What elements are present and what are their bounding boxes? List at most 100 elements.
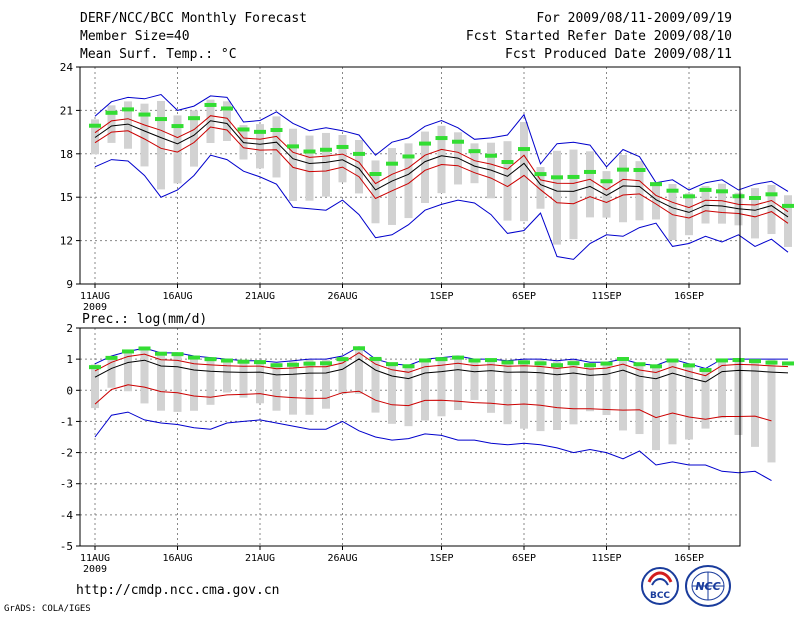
prec-xtick-label: 6SEP (512, 553, 536, 564)
temp-spread-bar (503, 141, 512, 221)
temp-obs-mark (320, 147, 332, 152)
temp-ytick-label: 24 (60, 61, 74, 74)
temp-obs-mark (633, 167, 646, 172)
prec-ytick-label: 0 (66, 384, 73, 397)
temp-obs-mark (138, 112, 151, 117)
temp-spread-bar (404, 143, 413, 219)
prec-spread-bar (487, 359, 495, 413)
temp-obs-mark (485, 153, 497, 158)
temp-obs-mark (419, 141, 431, 146)
temp-obs-mark (617, 167, 629, 172)
temp-frame (79, 66, 741, 285)
prec-spread-bar (569, 359, 578, 425)
prec-obs-mark (732, 358, 745, 363)
prec-obs-mark (435, 357, 448, 362)
temp-obs-mark (188, 116, 200, 121)
prec-inner-lower-line (94, 384, 772, 422)
temp-spread-bar (305, 135, 314, 201)
prec-obs-mark (204, 357, 217, 362)
prec-ytick-label: -1 (60, 415, 73, 428)
temp-obs-mark (237, 127, 250, 132)
temp-obs-mark (600, 179, 613, 184)
prec-spread-bar (718, 359, 726, 419)
prec-spread-bar (553, 361, 561, 430)
temp-xtick-label: 1SEP (429, 291, 453, 302)
prec-spread-bar (223, 359, 231, 393)
prec-obs-mark (633, 362, 646, 367)
temp-obs-mark (683, 194, 695, 199)
prec-obs-mark (518, 360, 530, 365)
prec-spread-bar (338, 356, 347, 395)
temp-obs-mark (584, 169, 596, 174)
temp-obs-mark (221, 106, 233, 111)
temp-spread-bar (322, 132, 330, 197)
temp-obs-mark (353, 151, 365, 156)
prec-spread-bar (470, 359, 479, 400)
temp-obs-mark (699, 187, 712, 192)
temp-spread-bar (388, 148, 396, 225)
prec-obs-mark (221, 358, 233, 363)
prec-spread-bar (685, 364, 693, 440)
prec-spread-bar (107, 356, 116, 388)
prec-frame (79, 327, 741, 547)
temp-spread-bar (767, 184, 776, 235)
prec-spread-bar (404, 366, 413, 427)
prec-obs-mark (551, 363, 563, 368)
temp-obs-mark (468, 149, 481, 154)
prec-obs-mark (188, 355, 200, 360)
prec-spread-bar (124, 351, 132, 392)
grads-credit: GrADS: COLA/IGES (4, 604, 91, 614)
prec-spread-bar (355, 347, 363, 394)
source-url[interactable]: http://cmdp.ncc.cma.gov.cn (76, 583, 280, 598)
prec-spread-bar (503, 361, 512, 425)
prec-outer-lower-line (94, 411, 772, 482)
prec-obs-mark (320, 361, 332, 366)
prec-spread-bar (305, 359, 314, 415)
temp-spread-bar (256, 124, 264, 169)
prec-spread-bar (586, 362, 594, 412)
temp-obs-mark (402, 154, 415, 159)
prec-spread-bar (239, 361, 248, 398)
prec-spread-bar (272, 362, 281, 411)
temp-spread-bar (223, 101, 231, 141)
prec-spread-bar (701, 369, 710, 429)
prec-spread-bar (322, 359, 330, 409)
temp-spread-bar (437, 125, 446, 194)
temp-obs-mark (782, 203, 794, 208)
temp-outer-lower-line (94, 154, 789, 260)
prec-spread-bar (173, 353, 182, 412)
temp-ytick-label: 18 (60, 148, 73, 161)
prec-obs-mark (369, 356, 382, 361)
prec-obs-mark (468, 358, 481, 363)
temp-ytick-label: 9 (66, 278, 73, 291)
prec-xtick-year: 2009 (83, 564, 107, 575)
prec-obs-mark (485, 358, 497, 363)
prec-obs-mark (650, 364, 662, 369)
prec-obs-mark (105, 355, 118, 360)
temp-spread-bar (685, 193, 693, 236)
temp-spread-bar (668, 184, 677, 241)
prec-obs-mark (402, 364, 415, 369)
temp-spread-bar (173, 115, 182, 184)
forecast-range: For 2009/08/11-2009/09/19 (536, 11, 732, 26)
prec-obs-mark (287, 362, 299, 367)
prec-spread-bar (437, 358, 446, 417)
prec-spread-bar (371, 359, 380, 413)
temp-ytick-label: 12 (60, 235, 73, 248)
prec-spread-bar (91, 364, 99, 409)
prec-spread-bar (454, 356, 462, 411)
temp-obs-mark (369, 172, 382, 177)
prec-ytick-label: -4 (60, 509, 74, 522)
prec-spread-bar (635, 364, 644, 435)
temp-obs-mark (270, 128, 283, 133)
prec-spread-bar (206, 358, 215, 405)
temp-xtick-label: 11AUG (80, 291, 110, 302)
prec-obs-mark (138, 346, 151, 351)
temp-obs-mark (501, 160, 514, 165)
temp-spread-bar (553, 150, 561, 245)
temp-spread-bar (470, 143, 479, 184)
temp-spread-bar (124, 101, 132, 149)
forecast-started: Fcst Started Refer Date 2009/08/10 (465, 29, 732, 44)
